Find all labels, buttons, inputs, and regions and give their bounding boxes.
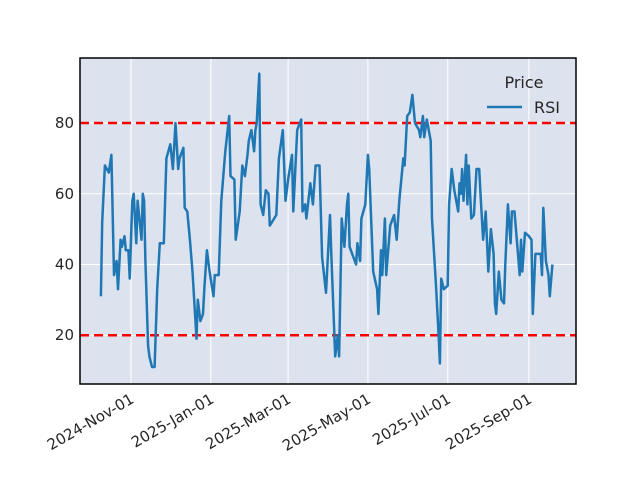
y-tick-label: 60 xyxy=(55,185,74,203)
y-tick-label: 80 xyxy=(55,114,74,132)
y-tick-label: 40 xyxy=(55,255,74,273)
x-tick-label: 2025-Jul-01 xyxy=(369,390,453,449)
x-tick-label: 2025-Mar-01 xyxy=(202,390,294,453)
y-axis: 20 40 60 80 xyxy=(55,114,74,344)
x-tick-label: 2025-Jan-01 xyxy=(128,390,217,452)
legend-title: Price xyxy=(504,73,543,92)
rsi-series-line xyxy=(99,72,554,369)
reference-lines xyxy=(80,121,576,337)
x-axis: 2024-Nov-012025-Jan-012025-Mar-012025-Ma… xyxy=(44,390,535,455)
y-tick-label: 20 xyxy=(55,326,74,344)
x-tick-label: 2025-May-01 xyxy=(279,390,374,455)
legend-label-rsi: RSI xyxy=(534,98,560,117)
x-tick-label: 2024-Nov-01 xyxy=(44,390,137,454)
plot-background xyxy=(80,58,576,384)
x-tick-label: 2025-Sep-01 xyxy=(442,390,534,454)
legend: Price RSI xyxy=(487,73,560,117)
plot-frame xyxy=(79,57,577,385)
